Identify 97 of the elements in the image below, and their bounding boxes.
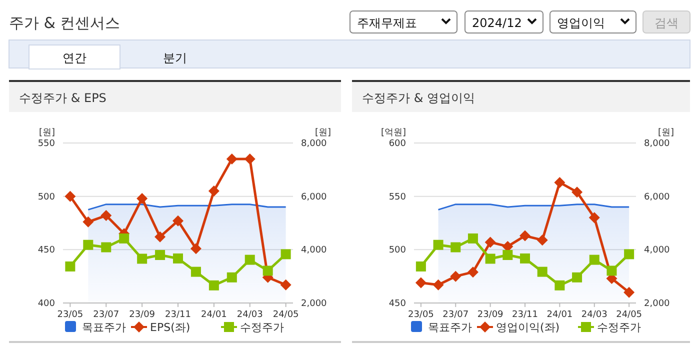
x-tick-label: 23/09: [477, 310, 504, 320]
point: [208, 186, 220, 196]
y2-tick-label: 6,000: [644, 192, 670, 202]
point: [537, 266, 548, 277]
point: [280, 279, 292, 290]
point: [520, 253, 530, 264]
point: [64, 190, 76, 202]
point: [119, 233, 130, 244]
point: [244, 254, 255, 265]
point: [280, 249, 291, 260]
point: [82, 216, 94, 228]
x-tick-label: 23/11: [512, 310, 538, 320]
y-tick-label: 400: [38, 299, 56, 309]
point: [624, 286, 635, 298]
point: [450, 270, 462, 282]
y2-tick-label: 6,000: [301, 192, 328, 202]
text: 분기: [163, 51, 187, 65]
point: [572, 186, 583, 198]
x-tick-label: 24/05: [272, 310, 299, 320]
x-tick-label: 23/05: [408, 310, 434, 320]
point: [226, 272, 237, 282]
y-axis-title: [원]: [38, 128, 55, 138]
point: [485, 254, 496, 264]
y2-tick-label: 2,000: [644, 299, 670, 309]
point: [572, 272, 582, 282]
dropdown: 주재무제표: [350, 10, 458, 34]
legend-label: 영업이익(좌): [496, 321, 560, 334]
y2-axis-title: [원]: [314, 128, 332, 138]
x-tick-label: 24/01: [546, 310, 573, 320]
point: [208, 280, 219, 290]
x-tick-label: 24/01: [200, 310, 227, 320]
y-tick-label: 450: [388, 299, 406, 309]
point: [154, 231, 166, 242]
point: [520, 230, 530, 242]
point: [190, 243, 202, 254]
chart-title: 수정주가 & 영업이익: [362, 91, 475, 105]
x-tick-label: 24/03: [236, 310, 263, 320]
y-tick-label: 550: [388, 192, 406, 202]
point: [244, 154, 256, 164]
point: [190, 266, 201, 277]
chart-title: 수정주가 & EPS: [19, 91, 106, 105]
legend-label: 목표주가: [82, 321, 126, 334]
x-tick-label: 23/07: [93, 310, 120, 320]
y-tick-label: 500: [388, 246, 406, 256]
point: [101, 242, 112, 252]
y2-tick-label: 8,000: [644, 139, 670, 149]
y-tick-label: 450: [38, 246, 56, 256]
legend-label: 목표주가: [428, 321, 472, 334]
y-axis-title: [억원]: [380, 128, 406, 138]
y2-tick-label: 8,000: [301, 139, 328, 149]
point: [155, 250, 166, 260]
point: [554, 176, 566, 188]
y2-tick-label: 2,000: [301, 299, 328, 309]
point: [606, 266, 617, 276]
dropdown: 2024/12: [464, 10, 544, 34]
x-tick-label: 24/03: [581, 310, 608, 320]
point: [588, 212, 600, 224]
point: [137, 254, 148, 264]
dropdown: 영업이익: [550, 10, 636, 34]
legend-label: 수정주가: [240, 321, 284, 334]
point: [416, 261, 426, 272]
point: [450, 242, 461, 252]
point: [589, 254, 600, 265]
point: [173, 253, 183, 264]
y-tick-label: 600: [388, 139, 406, 149]
point: [536, 234, 548, 246]
text: 연간: [62, 51, 86, 65]
point: [65, 261, 76, 272]
y-tick-label: 550: [38, 139, 56, 149]
point: [484, 236, 496, 248]
text: 주가 & 컨센서스: [9, 14, 120, 32]
x-tick-label: 23/07: [442, 310, 469, 320]
y2-axis-title: [원]: [658, 128, 674, 138]
x-tick-label: 24/05: [616, 310, 642, 320]
x-tick-label: 23/05: [57, 310, 84, 320]
legend-label: 수정주가: [597, 321, 641, 334]
y2-tick-label: 4,000: [644, 246, 670, 256]
point: [624, 249, 634, 260]
point: [502, 250, 513, 260]
point: [83, 240, 94, 250]
point: [468, 233, 478, 244]
point: [432, 279, 444, 290]
y2-tick-label: 4,000: [301, 246, 328, 256]
legend-label: EPS(좌): [150, 321, 190, 334]
point: [554, 280, 565, 290]
x-tick-label: 23/11: [165, 310, 191, 320]
button: 검색: [642, 10, 690, 34]
point: [262, 266, 273, 276]
point: [415, 277, 426, 288]
point: [226, 154, 238, 164]
point: [136, 192, 148, 204]
point: [100, 210, 112, 222]
y-tick-label: 500: [38, 192, 56, 202]
point: [433, 240, 444, 250]
x-tick-label: 23/09: [129, 310, 156, 320]
point: [467, 266, 478, 278]
point: [172, 215, 184, 226]
